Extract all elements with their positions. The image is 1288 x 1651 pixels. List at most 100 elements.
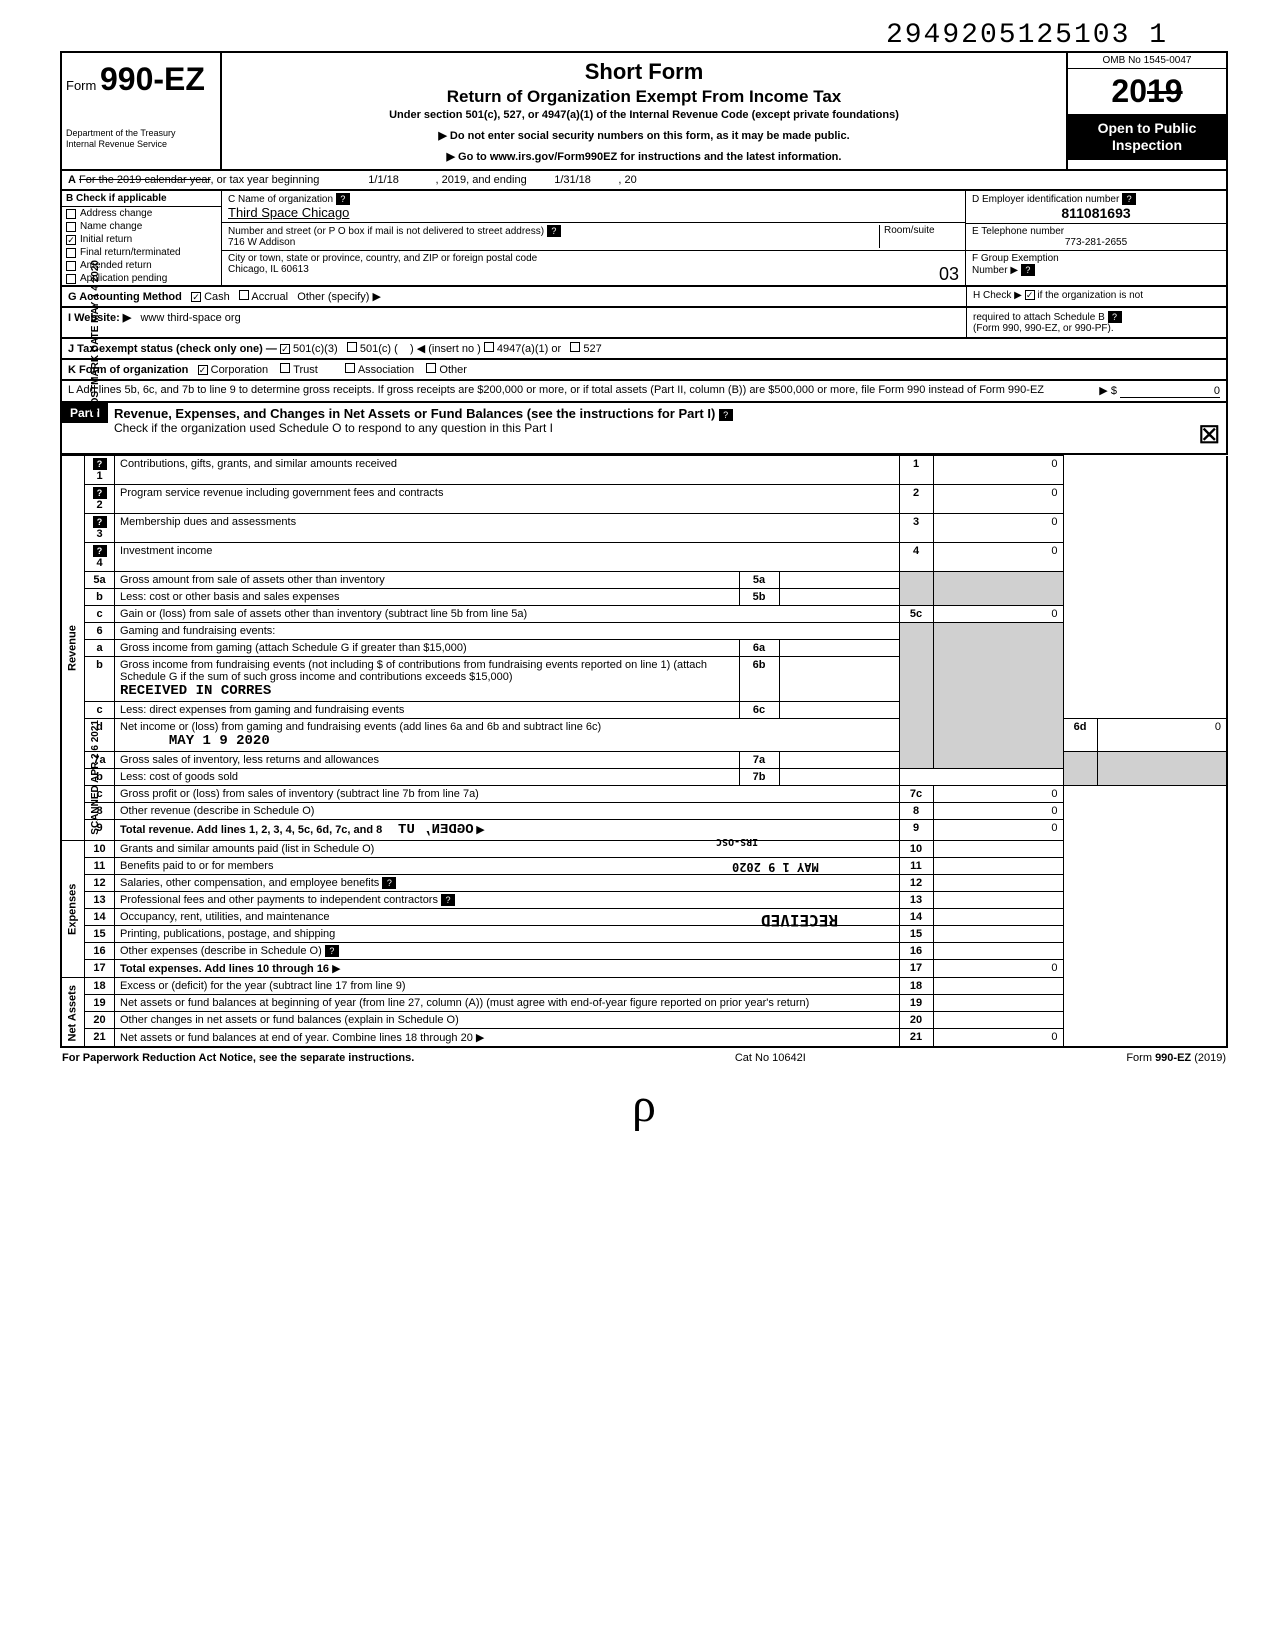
- chk-sched-b[interactable]: ✓: [1025, 290, 1035, 300]
- year-begin: 1/1/18: [368, 174, 399, 186]
- form-number: 990-EZ: [100, 61, 205, 97]
- chk-trust[interactable]: [280, 363, 290, 373]
- chk-address[interactable]: [66, 209, 76, 219]
- ein-label: D Employer identification number: [972, 194, 1119, 205]
- instruction-2: ▶ Go to www.irs.gov/Form990EZ for instru…: [232, 150, 1056, 163]
- rn-20: 20: [899, 1012, 933, 1029]
- desc-8: Other revenue (describe in Schedule O): [120, 805, 314, 817]
- form-subtitle: Return of Organization Exempt From Incom…: [232, 87, 1056, 107]
- chk-amended[interactable]: [66, 261, 76, 271]
- group-label: F Group Exemption: [972, 253, 1059, 264]
- desc-5a: Gross amount from sale of assets other t…: [120, 574, 385, 586]
- chk-527[interactable]: [570, 342, 580, 352]
- rv-17: 0: [933, 960, 1063, 978]
- group-number: Number ▶: [972, 265, 1018, 276]
- rv-3: 0: [933, 514, 1063, 543]
- year-end: 1/31/18: [554, 174, 591, 186]
- help-icon: ?: [1108, 311, 1122, 323]
- desc-6b: Gross income from fundraising events (no…: [120, 659, 707, 683]
- rv-4: 0: [933, 543, 1063, 572]
- ln-5b: b: [85, 589, 115, 606]
- ln-20: 20: [85, 1012, 115, 1029]
- ln-17: 17: [85, 960, 115, 978]
- ln-4: 4: [96, 557, 102, 569]
- desc-12: Salaries, other compensation, and employ…: [120, 877, 379, 889]
- help-icon: ?: [93, 545, 107, 557]
- sn-6a: 6a: [739, 640, 779, 657]
- rn-5c: 5c: [899, 606, 933, 623]
- rv-5c: 0: [933, 606, 1063, 623]
- rn-21: 21: [899, 1029, 933, 1048]
- label-a: A: [68, 174, 76, 186]
- part1-check-text: Check if the organization used Schedule …: [114, 421, 553, 435]
- footer-left: For Paperwork Reduction Act Notice, see …: [62, 1052, 414, 1064]
- ln-3: 3: [96, 528, 102, 540]
- desc-1: Contributions, gifts, grants, and simila…: [120, 458, 397, 470]
- sn-7a: 7a: [739, 752, 779, 769]
- ln-6a: a: [85, 640, 115, 657]
- chk-initial[interactable]: ✓: [66, 235, 76, 245]
- row-l-text: L Add lines 5b, 6c, and 7b to line 9 to …: [68, 384, 1050, 398]
- part1-title: Revenue, Expenses, and Changes in Net As…: [114, 406, 715, 421]
- opt-corp: Corporation: [211, 364, 268, 376]
- ln-16: 16: [85, 943, 115, 960]
- stamp-may19-2: MAY 1 9 2020: [732, 860, 819, 874]
- chk-4947[interactable]: [484, 342, 494, 352]
- desc-21: Net assets or fund balances at end of ye…: [120, 1032, 473, 1044]
- chk-other-org[interactable]: [426, 363, 436, 373]
- street: 716 W Addison: [228, 237, 295, 248]
- row-j: J Tax-exempt status (check only one) — ✓…: [60, 339, 1228, 360]
- opt-501c3: 501(c)(3): [293, 343, 338, 355]
- desc-16: Other expenses (describe in Schedule O): [120, 945, 322, 957]
- chk-cash[interactable]: ✓: [191, 292, 201, 302]
- chk-assoc[interactable]: [345, 363, 355, 373]
- help-icon: ?: [719, 409, 733, 421]
- rv-21: 0: [933, 1029, 1063, 1048]
- rn-15: 15: [899, 926, 933, 943]
- ln-12: 12: [85, 875, 115, 892]
- struck-text: For the 2019 calendar year: [79, 174, 210, 186]
- chk-501c[interactable]: [347, 342, 357, 352]
- chk-501c3[interactable]: ✓: [280, 344, 290, 354]
- rn-8: 8: [899, 803, 933, 820]
- rn-19: 19: [899, 995, 933, 1012]
- phone: 773-281-2655: [972, 237, 1220, 248]
- name-label: C Name of organization: [228, 194, 333, 205]
- desc-19: Net assets or fund balances at beginning…: [120, 997, 809, 1009]
- h-text4: (Form 990, 990-EZ, or 990-PF).: [973, 323, 1114, 334]
- form-title: Short Form: [232, 59, 1056, 85]
- footer: For Paperwork Reduction Act Notice, see …: [60, 1048, 1228, 1068]
- rn-7c: 7c: [899, 786, 933, 803]
- chk-name[interactable]: [66, 222, 76, 232]
- desc-15: Printing, publications, postage, and shi…: [120, 928, 335, 940]
- sn-7b: 7b: [739, 769, 779, 786]
- stamp-ogden: OGDEN, UT: [398, 822, 474, 838]
- row-k: K Form of organization ✓ Corporation Tru…: [60, 360, 1228, 381]
- rv-8: 0: [933, 803, 1063, 820]
- rn-3: 3: [899, 514, 933, 543]
- rv-1: 0: [933, 456, 1063, 485]
- instruction-1: ▶ Do not enter social security numbers o…: [232, 129, 1056, 142]
- entity-block: B Check if applicable Address change Nam…: [60, 191, 1228, 287]
- ln-2: 2: [96, 499, 102, 511]
- desc-6a: Gross income from gaming (attach Schedul…: [120, 642, 467, 654]
- label-g: G Accounting Method: [68, 291, 182, 303]
- row-i: I Website: ▶ www third-space org require…: [60, 308, 1228, 339]
- stamp-scanned: SCANNED APR 2 6 2021: [90, 720, 101, 835]
- chk-corp[interactable]: ✓: [198, 365, 208, 375]
- desc-3: Membership dues and assessments: [120, 516, 296, 528]
- chk-final[interactable]: [66, 248, 76, 258]
- chk-accrual[interactable]: [239, 290, 249, 300]
- tax-year: 2019: [1068, 69, 1226, 114]
- row-l-arrow: ▶ $: [1099, 385, 1117, 397]
- rn-1: 1: [899, 456, 933, 485]
- dept-treasury: Department of the Treasury: [66, 128, 216, 139]
- footer-mid: Cat No 10642I: [735, 1052, 806, 1064]
- section-expenses: Expenses: [61, 841, 85, 978]
- desc-7b: Less: cost of goods sold: [120, 771, 238, 783]
- part1-label: Part I: [62, 403, 108, 423]
- chk-pending[interactable]: [66, 274, 76, 284]
- city-label: City or town, state or province, country…: [228, 253, 537, 264]
- ln-5a: 5a: [85, 572, 115, 589]
- rn-13: 13: [899, 892, 933, 909]
